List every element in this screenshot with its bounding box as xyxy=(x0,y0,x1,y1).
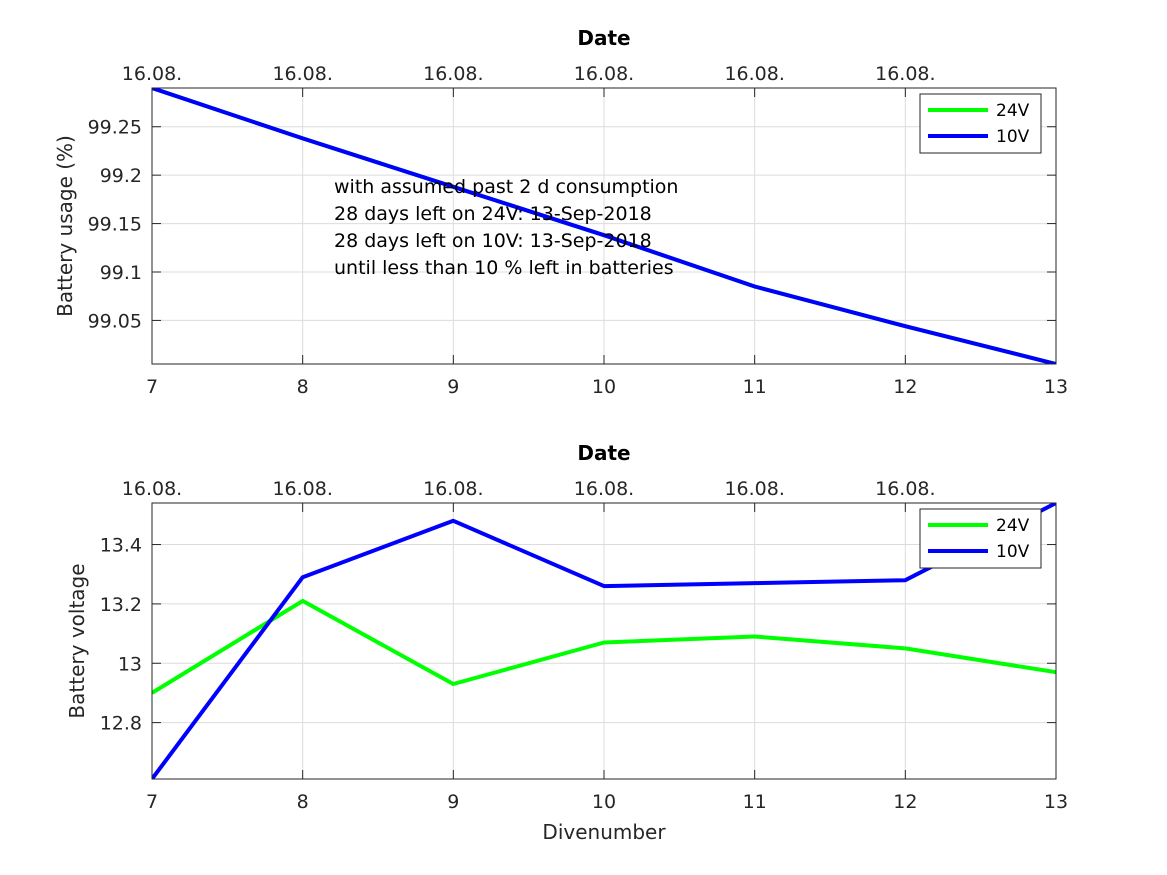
chart-title: Date xyxy=(577,26,630,50)
x-tick-label: 13 xyxy=(1044,376,1068,398)
x-tick-label: 11 xyxy=(743,376,767,398)
x-tick-label: 12 xyxy=(893,376,917,398)
legend-label: 10V xyxy=(996,127,1030,147)
plot-1: 7 8 9 10 11 12 13 16.08. 16.08. 16.08. 16.08. 16.08… xyxy=(53,26,1068,398)
chart-title: Date xyxy=(577,441,630,465)
x-axis-label: Divenumber xyxy=(542,820,666,844)
y-tick-label: 99.2 xyxy=(100,165,142,187)
top-tick-label: 16.08. xyxy=(875,63,935,85)
x-tick-label: 10 xyxy=(592,376,616,398)
top-tick-label: 16.08. xyxy=(423,478,483,500)
top-tick-label: 16.08. xyxy=(724,63,784,85)
axes-frame xyxy=(151,502,1057,780)
series-line-10V xyxy=(152,503,1056,779)
legend-label: 24V xyxy=(996,516,1030,536)
annotation-line: until less than 10 % left in batteries xyxy=(334,257,674,279)
legend-label: 10V xyxy=(996,542,1030,562)
top-tick-label: 16.08. xyxy=(423,63,483,85)
x-tick-label: 12 xyxy=(893,791,917,813)
y-tick-label: 99.1 xyxy=(100,262,142,284)
x-tick-label: 13 xyxy=(1044,791,1068,813)
y-tick-label: 99.05 xyxy=(88,310,142,332)
top-tick-label: 16.08. xyxy=(875,478,935,500)
top-tick-label: 16.08. xyxy=(272,63,332,85)
legend-box xyxy=(919,93,1042,154)
y-tick-label: 99.25 xyxy=(88,117,142,139)
y-tick-label: 99.15 xyxy=(88,214,142,236)
legend-box xyxy=(919,508,1042,569)
y-tick-label: 13.2 xyxy=(100,594,142,616)
x-tick-label: 11 xyxy=(743,791,767,813)
y-axis-label: Battery voltage xyxy=(65,563,89,718)
series-line-24V xyxy=(152,598,1056,695)
y-tick-label: 13.4 xyxy=(100,535,142,557)
x-tick-label: 7 xyxy=(146,376,158,398)
annotation-line: 28 days left on 24V: 13-Sep-2018 xyxy=(334,203,652,225)
top-tick-label: 16.08. xyxy=(574,478,634,500)
top-tick-label: 16.08. xyxy=(272,478,332,500)
legend-label: 24V xyxy=(996,101,1030,121)
top-tick-label: 16.08. xyxy=(122,478,182,500)
x-tick-label: 8 xyxy=(297,376,309,398)
top-tick-label: 16.08. xyxy=(724,478,784,500)
top-tick-label: 16.08. xyxy=(574,63,634,85)
y-tick-label: 13 xyxy=(118,653,142,675)
annotation-line: with assumed past 2 d consumption xyxy=(334,176,678,198)
axes-frame xyxy=(151,87,1057,365)
x-tick-label: 7 xyxy=(146,791,158,813)
series-line-10V xyxy=(152,88,1056,364)
top-tick-label: 16.08. xyxy=(122,63,182,85)
x-tick-label: 8 xyxy=(297,791,309,813)
x-tick-label: 10 xyxy=(592,791,616,813)
plot-2: 7 8 9 10 11 12 13 16.08. 16.08. 16.08. 16.08. 16.08… xyxy=(65,441,1068,844)
x-tick-label: 9 xyxy=(447,376,459,398)
annotation-line: 28 days left on 10V: 13-Sep-2018 xyxy=(334,230,652,252)
y-tick-label: 12.8 xyxy=(100,713,142,735)
y-axis-label: Battery usage (%) xyxy=(53,135,77,317)
x-tick-label: 9 xyxy=(447,791,459,813)
